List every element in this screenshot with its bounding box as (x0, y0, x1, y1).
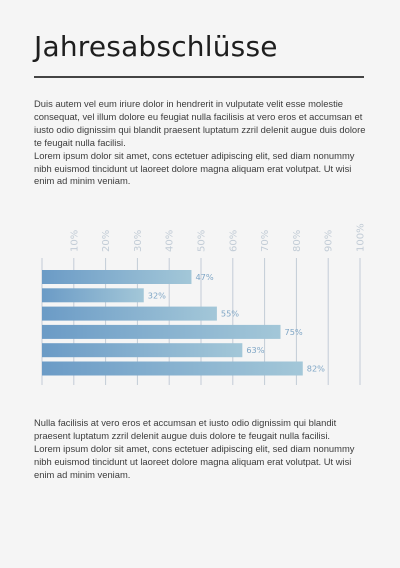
title-underline (34, 76, 364, 78)
chart-bar (42, 288, 144, 303)
chart-value-label: 63% (246, 345, 264, 355)
chart-bar (42, 361, 303, 376)
chart-tick-label: 20% (101, 230, 112, 252)
chart-tick-label: 30% (133, 230, 144, 252)
chart-value-labels: 47% 32% 55% 75% 63% 82% (148, 272, 325, 374)
chart-tick-label: 90% (324, 230, 335, 252)
chart-bar (42, 343, 243, 358)
chart-bar (42, 270, 192, 284)
chart-tick-label: 70% (260, 230, 271, 252)
outro-paragraph-2: Lorem ipsum dolor sit amet, cons ectetue… (34, 442, 355, 480)
chart-value-label: 32% (148, 290, 166, 300)
chart-value-label: 47% (195, 272, 213, 282)
intro-text: Duis autem vel eum iriure dolor in hendr… (34, 98, 368, 188)
outro-text: Nulla facilisis at vero eros et accumsan… (34, 417, 368, 482)
chart-tick-label: 80% (292, 230, 303, 252)
chart-x-tick-labels: 10% 20% 30% 40% 50% 60% 70% 80% 90% 100% (69, 223, 366, 252)
intro-paragraph-2: Lorem ipsum dolor sit amet, cons ectetue… (34, 149, 355, 187)
chart-value-label: 55% (221, 309, 239, 319)
chart-value-label: 75% (285, 327, 303, 337)
chart-value-label: 82% (307, 364, 325, 374)
chart-bar (42, 306, 217, 321)
chart-tick-label: 60% (228, 230, 239, 252)
chart-tick-label: 50% (197, 230, 208, 252)
chart-bars (42, 270, 303, 376)
outro-paragraph-1: Nulla facilisis at vero eros et accumsan… (34, 417, 337, 441)
chart-tick-label: 10% (69, 230, 80, 252)
chart-tick-label: 100% (356, 223, 367, 252)
intro-paragraph-1: Duis autem vel eum iriure dolor in hendr… (34, 98, 366, 148)
page-title: Jahresabschlüsse (34, 30, 278, 63)
chart-tick-label: 40% (165, 230, 176, 252)
chart-bar (42, 324, 281, 339)
